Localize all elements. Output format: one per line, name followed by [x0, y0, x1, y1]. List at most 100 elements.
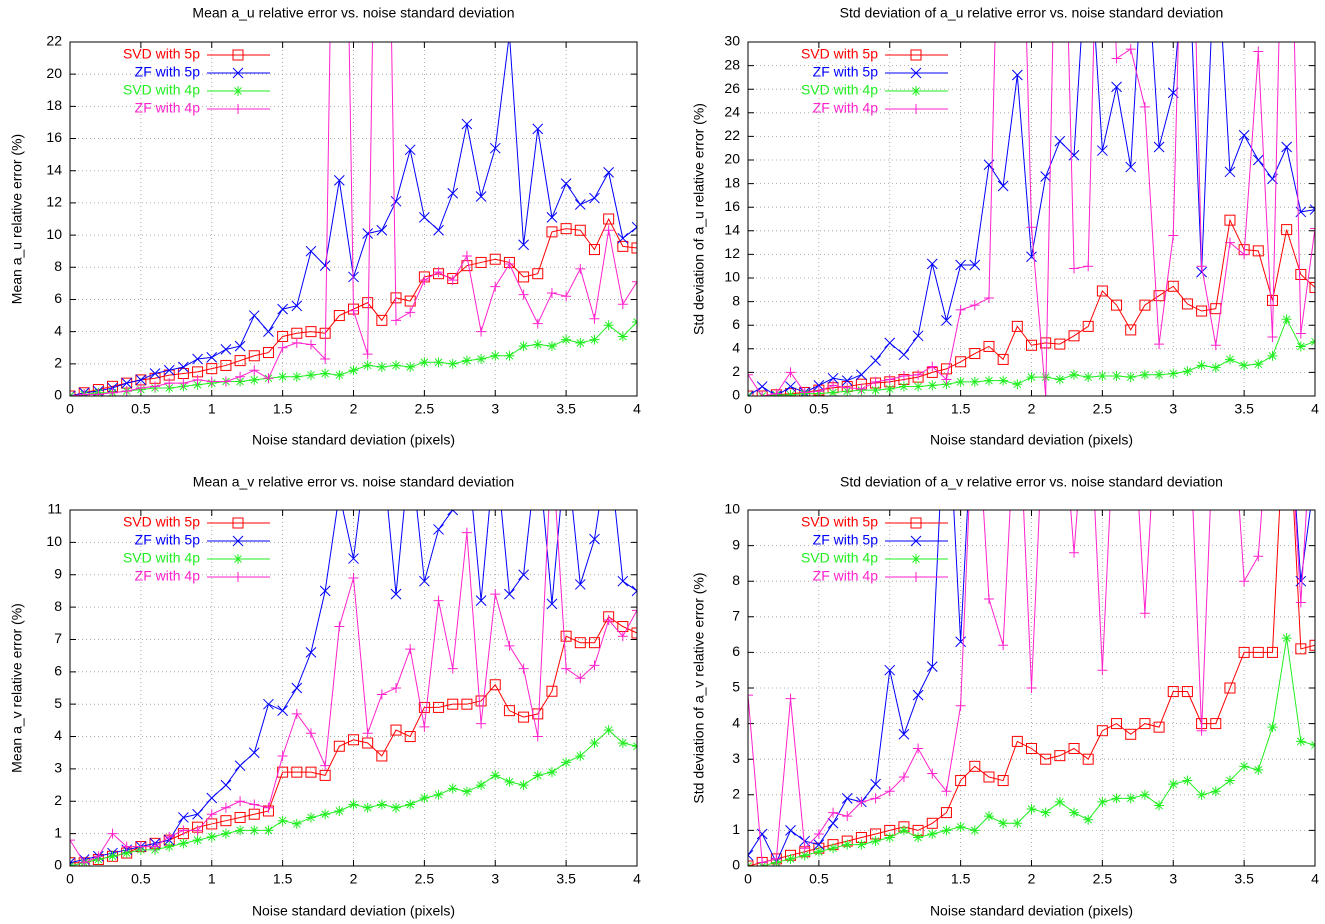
marker [135, 382, 146, 393]
y-axis-label: Mean a_v relative error (%) [9, 603, 25, 773]
marker [870, 376, 881, 387]
marker [1082, 753, 1094, 765]
marker [121, 841, 132, 852]
marker [1252, 646, 1264, 658]
y-tick-label: 7 [732, 608, 740, 624]
marker [1295, 643, 1307, 655]
marker [927, 380, 938, 391]
marker [362, 728, 373, 739]
marker [1069, 807, 1080, 818]
plot-area [748, 42, 1315, 396]
marker [504, 588, 515, 600]
marker [475, 695, 487, 707]
y-tick-label: 14 [724, 222, 740, 238]
marker [1026, 251, 1037, 263]
marker [617, 232, 629, 244]
marker [263, 802, 274, 813]
marker [955, 821, 966, 832]
marker [1011, 69, 1023, 81]
marker [447, 663, 458, 674]
marker [1181, 298, 1193, 310]
x-tick-label: 4 [1311, 871, 1319, 887]
marker [969, 259, 981, 271]
marker [1282, 363, 1292, 373]
marker [390, 588, 402, 600]
marker [277, 750, 288, 761]
marker [913, 832, 924, 843]
marker [532, 268, 544, 280]
y-tick-label: 20 [724, 151, 740, 167]
marker [546, 288, 557, 299]
marker [983, 293, 994, 304]
marker [1153, 721, 1165, 733]
marker [1054, 338, 1066, 350]
marker [588, 244, 600, 256]
marker [192, 353, 203, 365]
marker [1310, 469, 1320, 479]
marker [235, 825, 246, 836]
x-tick-label: 0 [66, 401, 74, 417]
marker [926, 258, 938, 270]
marker [1083, 363, 1093, 373]
y-tick-label: 16 [724, 198, 740, 214]
marker [884, 786, 895, 797]
marker [912, 330, 924, 342]
marker [955, 700, 966, 711]
marker [405, 307, 416, 318]
marker [249, 365, 260, 376]
marker [107, 387, 118, 396]
marker [107, 851, 118, 862]
marker [291, 300, 303, 312]
marker [391, 315, 402, 326]
y-tick-label: 22 [724, 127, 740, 143]
marker [632, 276, 637, 287]
marker [941, 374, 952, 385]
marker [220, 815, 232, 827]
marker [532, 731, 543, 742]
marker [983, 811, 994, 822]
marker [1239, 576, 1250, 587]
marker [418, 701, 430, 713]
marker [1026, 743, 1037, 755]
marker [841, 793, 853, 804]
marker [107, 828, 118, 839]
marker [419, 793, 430, 804]
marker [305, 812, 316, 823]
marker [79, 389, 90, 396]
marker [532, 318, 543, 329]
x-tick-label: 1 [208, 401, 216, 417]
marker [1196, 261, 1207, 272]
marker [220, 343, 232, 355]
marker [1168, 368, 1179, 379]
marker [617, 299, 628, 310]
marker [574, 224, 586, 236]
y-tick-label: 12 [724, 245, 740, 261]
marker [447, 187, 459, 199]
marker [756, 381, 768, 392]
marker [910, 517, 922, 529]
marker [1239, 360, 1250, 371]
marker [813, 846, 824, 857]
marker [856, 369, 867, 381]
marker [997, 180, 1009, 192]
marker [1126, 363, 1136, 373]
x-tick-label: 1.5 [951, 871, 971, 887]
marker [404, 731, 416, 743]
marker [135, 841, 146, 852]
marker [884, 383, 895, 394]
marker [1224, 354, 1235, 365]
marker [79, 857, 90, 866]
marker [178, 378, 189, 389]
marker [1026, 339, 1037, 351]
marker [447, 510, 459, 516]
marker [1054, 135, 1066, 147]
marker [1252, 245, 1264, 257]
legend: SVD with 5p ZF with 5p SVD with 4p ZF with … [801, 46, 948, 116]
marker [603, 725, 614, 736]
marker [1111, 370, 1122, 381]
y-tick-label: 10 [724, 501, 740, 517]
marker [770, 390, 782, 396]
marker [1281, 314, 1292, 325]
marker [574, 637, 586, 649]
y-tick-label: 8 [732, 292, 740, 308]
